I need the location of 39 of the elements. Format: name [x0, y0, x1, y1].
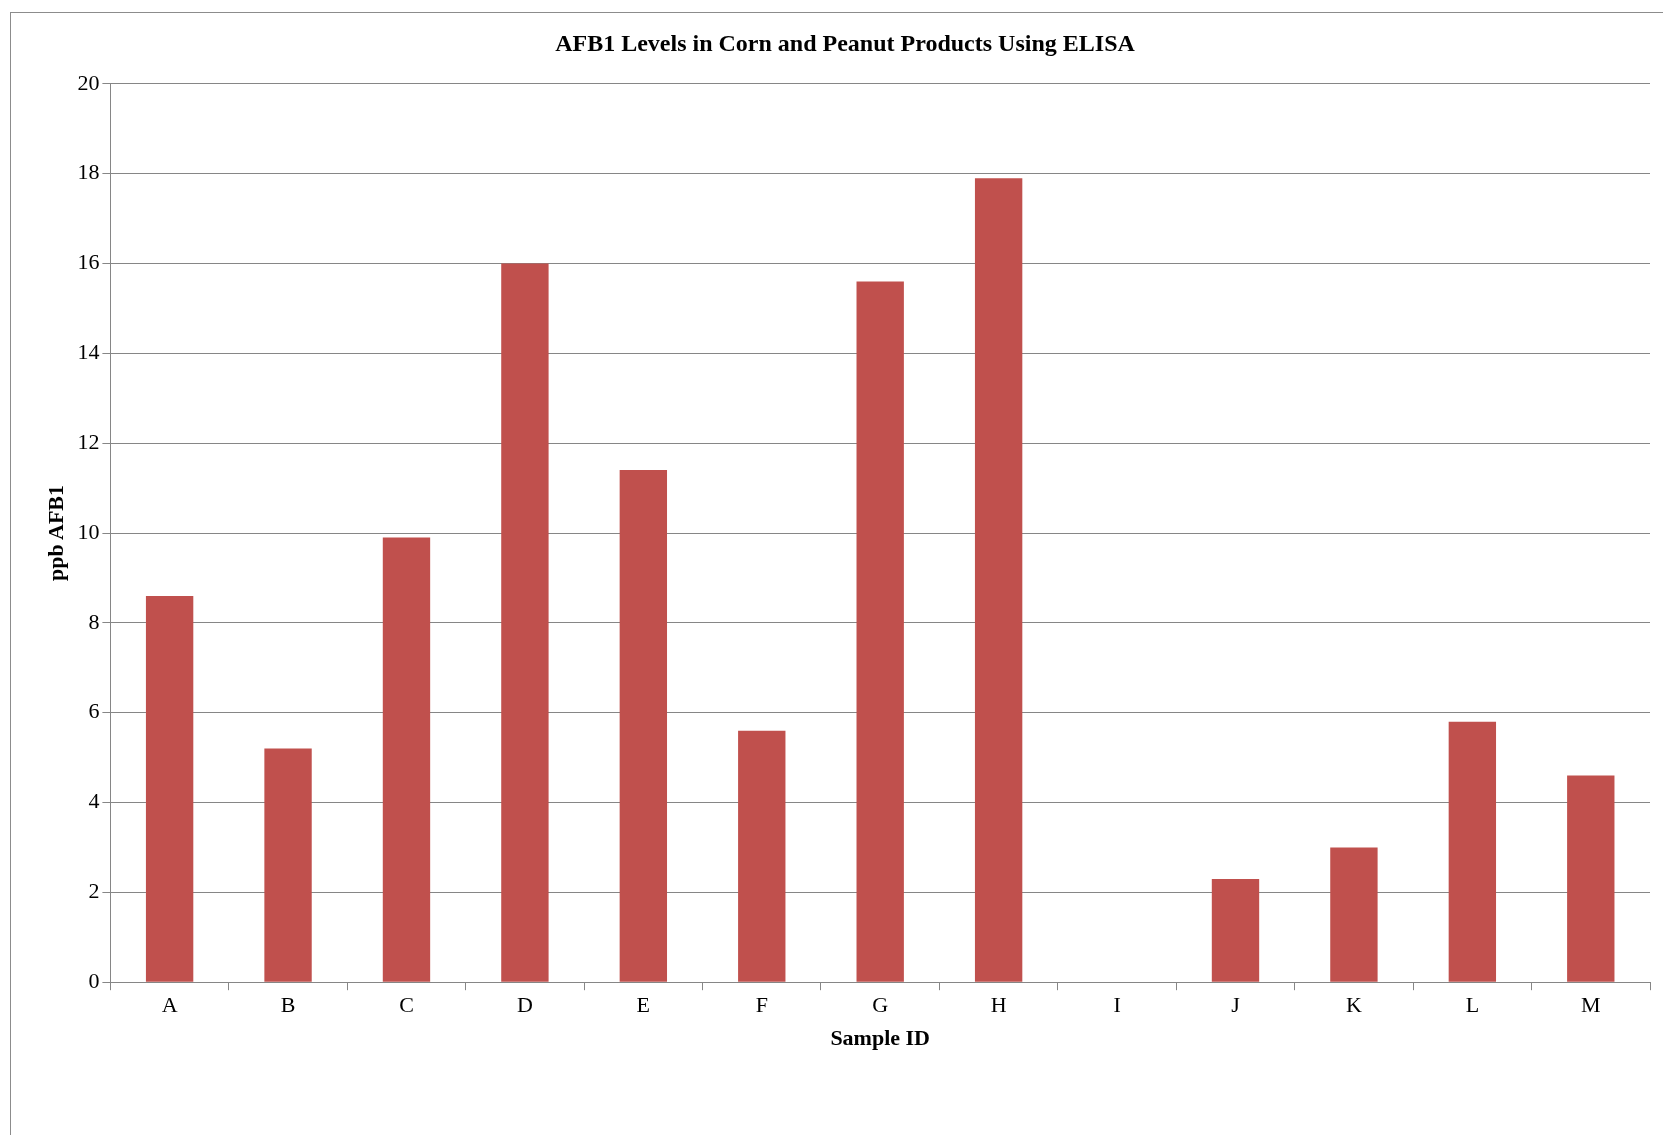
y-tick-label: 16	[77, 249, 100, 275]
x-tick-label: A	[161, 992, 178, 1018]
y-tick-label: 2	[88, 878, 100, 904]
x-axis-title: Sample ID	[830, 1025, 931, 1051]
y-tick-label: 8	[88, 608, 100, 634]
chart-title: AFB1 Levels in Corn and Peanut Products Using ELISA	[555, 29, 1136, 56]
x-tick-label: L	[1465, 992, 1480, 1018]
x-tick-label: M	[1581, 992, 1601, 1018]
x-tick-label: F	[755, 992, 768, 1018]
y-tick-label: 20	[77, 69, 100, 95]
bar	[974, 178, 1023, 982]
x-tick-label: E	[636, 992, 651, 1018]
x-tick-label: J	[1231, 992, 1241, 1018]
x-tick-label: G	[872, 992, 889, 1018]
y-axis-title: ppb AFB1	[42, 485, 68, 581]
y-tick-label: 0	[88, 967, 100, 993]
y-tick-label: 6	[88, 698, 100, 724]
bar	[619, 470, 668, 982]
bar	[856, 281, 904, 982]
y-tick-label: 10	[77, 518, 100, 544]
x-tick-label: D	[516, 992, 533, 1018]
x-tick-label: C	[399, 992, 414, 1018]
bar	[145, 595, 194, 982]
bar	[382, 537, 431, 982]
x-tick-label: K	[1345, 992, 1362, 1018]
bar	[738, 730, 786, 982]
bar	[264, 748, 312, 982]
x-tick-label: H	[990, 992, 1007, 1018]
bar	[1448, 721, 1497, 982]
x-tick-label: B	[280, 992, 296, 1018]
y-tick-label: 18	[77, 159, 100, 185]
bar	[1567, 775, 1615, 982]
bar	[501, 263, 549, 982]
y-tick-label: 12	[77, 428, 100, 454]
bar	[1330, 847, 1378, 982]
x-tick-label: I	[1113, 992, 1121, 1018]
y-tick-label: 14	[77, 339, 100, 365]
bar	[1211, 878, 1260, 982]
y-tick-label: 4	[88, 788, 100, 814]
